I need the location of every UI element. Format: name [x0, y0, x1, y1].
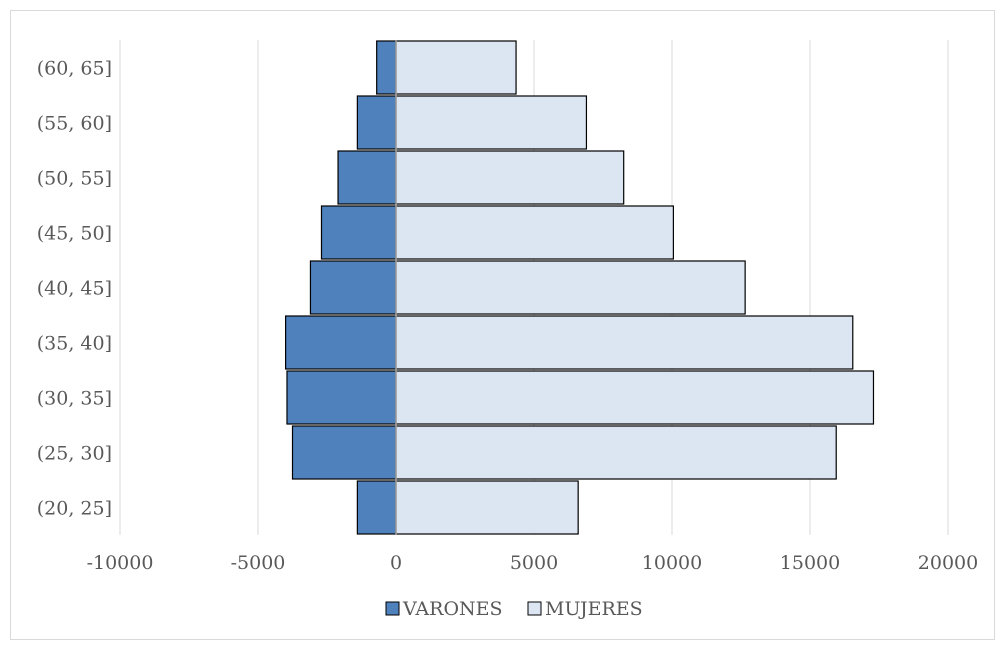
- bar-mujeres: [395, 95, 588, 150]
- y-tick-label: (45, 50]: [37, 223, 112, 245]
- bar-mujeres: [395, 260, 746, 315]
- y-tick-label: (40, 45]: [37, 278, 112, 300]
- x-tick-label: 0: [390, 552, 402, 574]
- x-tick-label: 15000: [780, 552, 840, 574]
- bar-varones: [337, 150, 397, 205]
- x-tick-label: -5000: [231, 552, 286, 574]
- bar-mujeres: [395, 315, 854, 370]
- bar-varones: [356, 95, 397, 150]
- y-tick-label: (55, 60]: [37, 113, 112, 135]
- x-tick-label: 20000: [918, 552, 978, 574]
- x-tick-label: 5000: [510, 552, 558, 574]
- y-tick-label: (60, 65]: [37, 58, 112, 80]
- legend-swatch-mujeres: [527, 601, 542, 616]
- bar-varones: [285, 315, 397, 370]
- x-tick-label: 10000: [642, 552, 702, 574]
- bar-mujeres: [395, 150, 625, 205]
- bar-mujeres: [395, 425, 837, 480]
- y-tick-label: (50, 55]: [37, 168, 112, 190]
- y-tick-label: (25, 30]: [37, 443, 112, 465]
- bar-varones: [320, 205, 397, 260]
- legend-label-mujeres: MUJERES: [545, 598, 643, 620]
- legend-swatch-varones: [385, 601, 400, 616]
- legend: VARONES MUJERES: [385, 598, 643, 620]
- bar-varones: [376, 40, 397, 95]
- bars: [285, 40, 875, 535]
- bar-mujeres: [395, 40, 517, 95]
- bar-mujeres: [395, 480, 579, 535]
- y-tick-label: (30, 35]: [37, 388, 112, 410]
- bar-varones: [291, 425, 397, 480]
- y-tick-label: (35, 40]: [37, 333, 112, 355]
- y-axis-labels: (20, 25] (25, 30] (30, 35] (35, 40] (40, 45]…: [37, 58, 112, 520]
- legend-label-varones: VARONES: [402, 598, 503, 620]
- bar-mujeres: [395, 205, 674, 260]
- bar-varones: [356, 480, 397, 535]
- x-axis-labels: -10000 -5000 0 5000 10000 15000 20000: [87, 552, 979, 574]
- y-tick-label: (20, 25]: [37, 498, 112, 520]
- bar-mujeres: [395, 370, 875, 425]
- bar-varones: [309, 260, 397, 315]
- x-tick-label: -10000: [87, 552, 154, 574]
- bar-varones: [286, 370, 397, 425]
